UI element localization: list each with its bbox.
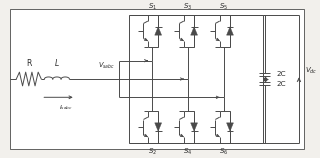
Polygon shape: [191, 27, 197, 35]
Text: 2C: 2C: [276, 71, 286, 77]
Text: L: L: [55, 59, 59, 68]
Text: $S_1$: $S_1$: [148, 1, 157, 12]
Polygon shape: [227, 27, 233, 35]
Text: $V_{dc}$: $V_{dc}$: [305, 66, 318, 76]
Text: $S_5$: $S_5$: [220, 1, 228, 12]
Polygon shape: [155, 123, 162, 131]
Text: $S_3$: $S_3$: [183, 1, 193, 12]
Text: $S_4$: $S_4$: [183, 146, 193, 157]
Text: R: R: [26, 59, 31, 68]
Text: $I_{sabc}$: $I_{sabc}$: [59, 103, 73, 112]
Text: $S_6$: $S_6$: [219, 146, 228, 157]
Polygon shape: [227, 123, 233, 131]
FancyBboxPatch shape: [10, 9, 304, 149]
Polygon shape: [191, 123, 197, 131]
Text: $V_{sabc}$: $V_{sabc}$: [98, 61, 116, 71]
Text: $S_2$: $S_2$: [148, 146, 157, 157]
Text: 2C: 2C: [276, 81, 286, 87]
Polygon shape: [155, 27, 162, 35]
